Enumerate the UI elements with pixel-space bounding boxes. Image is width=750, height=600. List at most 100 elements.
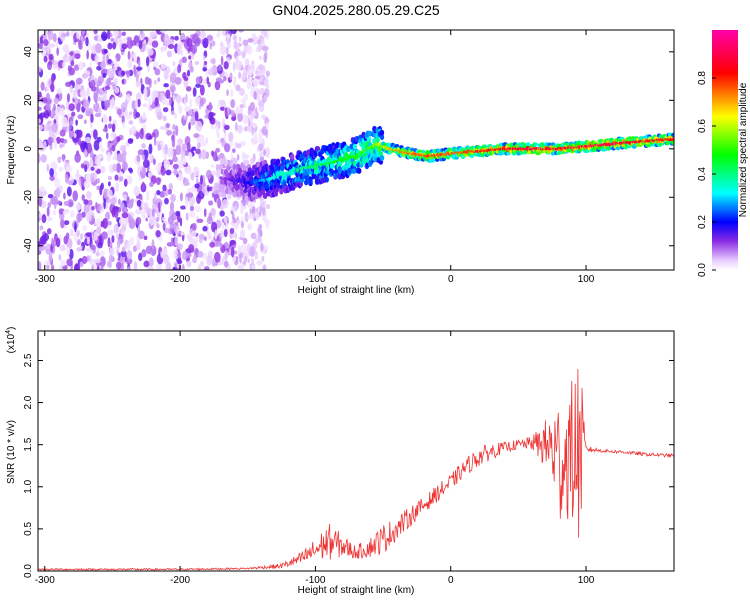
noise-cell: [223, 216, 228, 223]
noise-cell: [153, 79, 157, 85]
noise-cell: [163, 34, 170, 46]
noise-cell: [104, 85, 111, 91]
noise-cell: [137, 165, 141, 177]
noise-cell: [167, 215, 175, 225]
noise-cell: [51, 237, 55, 247]
noise-cell: [73, 64, 80, 71]
ridge-cell: [671, 137, 674, 141]
noise-cell: [125, 114, 132, 120]
noise-cell: [229, 108, 232, 115]
spectrogram-x-label: Height of straight line (km): [298, 285, 415, 296]
noise-cell: [111, 209, 117, 216]
noise-cell: [215, 163, 220, 171]
noise-cell: [250, 157, 255, 165]
noise-cell: [96, 136, 102, 143]
noise-cell: [141, 154, 145, 161]
colorbar-tick-label: 0.4: [697, 167, 708, 181]
noise-cell: [187, 192, 194, 198]
noise-cell: [230, 98, 235, 109]
noise-cell: [242, 237, 248, 245]
noise-cell: [197, 190, 205, 200]
snr-x-tick-label: 100: [578, 575, 595, 586]
noise-cell: [108, 247, 116, 256]
noise-cell: [188, 151, 193, 160]
noise-cell: [66, 93, 71, 103]
noise-cell: [113, 78, 119, 85]
noise-cell: [255, 106, 258, 114]
noise-cell: [107, 181, 111, 187]
noise-cell: [142, 103, 148, 108]
signal-cell: [670, 140, 674, 145]
noise-cell: [107, 175, 113, 181]
noise-cell: [224, 250, 229, 260]
signal-cell: [347, 167, 352, 174]
noise-cell: [49, 175, 55, 181]
signal-cell: [379, 134, 385, 141]
noise-cell: [63, 138, 68, 144]
noise-cell: [41, 214, 47, 224]
noise-cell: [100, 264, 104, 270]
noise-cell: [265, 221, 270, 230]
noise-cell: [210, 124, 217, 130]
noise-cell: [209, 241, 216, 248]
signal-cell: [243, 187, 248, 194]
noise-cell: [72, 90, 78, 100]
signal-cell: [250, 170, 256, 177]
noise-cell: [156, 208, 159, 217]
noise-cell: [120, 51, 125, 56]
noise-cell: [56, 88, 62, 95]
noise-cell: [145, 245, 153, 255]
noise-cell: [94, 154, 101, 165]
noise-cell: [172, 266, 177, 270]
noise-cell: [48, 252, 53, 264]
noise-cell: [210, 207, 216, 217]
noise-cell: [162, 99, 170, 106]
noise-cell: [123, 206, 128, 214]
noise-cell: [153, 158, 156, 165]
noise-cell: [240, 262, 245, 270]
noise-cell: [51, 74, 55, 85]
noise-cell: [194, 206, 201, 213]
noise-cell: [176, 259, 183, 265]
noise-cell: [191, 33, 199, 45]
noise-cell: [45, 102, 51, 111]
noise-cell: [148, 257, 154, 267]
signal-cell: [270, 165, 275, 172]
noise-cell: [86, 142, 92, 154]
noise-cell: [226, 33, 231, 39]
noise-cell: [242, 159, 249, 165]
noise-cell: [260, 242, 264, 252]
noise-cell: [100, 147, 105, 153]
noise-cell: [247, 109, 252, 116]
noise-cell: [53, 103, 56, 112]
noise-cell: [189, 200, 193, 207]
noise-cell: [120, 102, 128, 112]
noise-cell: [101, 31, 108, 41]
noise-cell: [232, 61, 236, 72]
noise-cell: [81, 30, 86, 36]
noise-cell: [159, 93, 163, 103]
noise-cell: [256, 260, 263, 266]
noise-cell: [249, 101, 256, 112]
snr-x-tick-label: -300: [35, 575, 55, 586]
noise-cell: [148, 171, 153, 178]
noise-cell: [135, 216, 142, 225]
noise-cell: [141, 143, 146, 149]
noise-cell: [58, 166, 64, 173]
noise-cell: [163, 159, 171, 170]
noise-cell: [177, 251, 182, 259]
noise-cell: [76, 169, 80, 178]
noise-cell: [254, 239, 258, 250]
noise-cell: [55, 187, 61, 198]
noise-cell: [94, 165, 98, 171]
noise-cell: [96, 84, 99, 93]
noise-cell: [100, 250, 105, 257]
noise-cell: [137, 98, 141, 108]
noise-cell: [111, 97, 115, 107]
noise-cell: [96, 185, 100, 191]
snr-y-multiplier: (x104): [5, 327, 17, 354]
noise-cell: [55, 237, 61, 248]
noise-cell: [172, 163, 179, 170]
noise-cell: [122, 150, 127, 157]
noise-cell: [258, 99, 265, 108]
